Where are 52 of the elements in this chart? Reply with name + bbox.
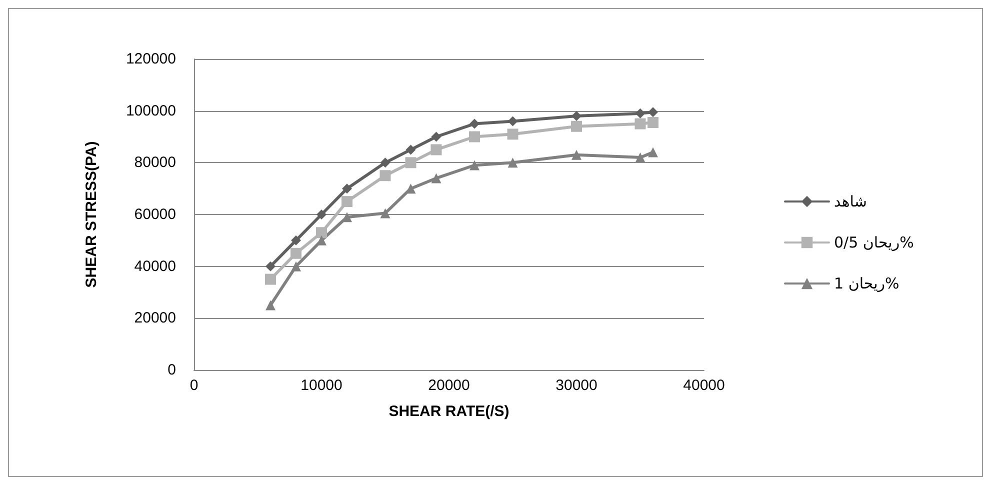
x-tick-label: 10000: [300, 377, 342, 394]
x-tick-label: 30000: [556, 377, 598, 394]
point: [507, 128, 518, 140]
point: [265, 274, 276, 285]
legend-label: ريحان 1%: [834, 274, 900, 292]
point: [342, 196, 352, 208]
point: [508, 116, 518, 126]
point: [405, 157, 416, 168]
point: [342, 184, 352, 194]
x-tick-label: 40000: [683, 377, 725, 394]
point: [635, 108, 646, 118]
point: [469, 131, 480, 142]
point: [470, 160, 480, 170]
point: [431, 132, 442, 142]
point: [635, 152, 646, 162]
x-tick-label: 0: [190, 377, 198, 394]
point: [380, 158, 390, 168]
point: [266, 261, 276, 272]
point: [380, 170, 391, 182]
point: [648, 147, 658, 158]
y-tick-label: 60000: [134, 206, 176, 223]
point: [316, 227, 327, 238]
point: [508, 158, 518, 168]
y-tick-label: 0: [168, 362, 176, 378]
legend-label: ريحان 0/5%: [834, 234, 914, 252]
point: [572, 111, 582, 122]
point: [316, 235, 326, 246]
point: [431, 173, 442, 184]
point: [266, 300, 276, 310]
y-tick-label: 40000: [134, 258, 176, 275]
x-tick-label: 20000: [428, 377, 470, 394]
point: [290, 248, 302, 259]
y-tick-label: 20000: [134, 310, 176, 327]
point: [648, 107, 658, 118]
point: [291, 235, 301, 246]
x-axis-title: SHEAR RATE(/S): [388, 403, 510, 420]
point: [470, 118, 480, 129]
point: [406, 144, 416, 155]
y-axis-title: SHEAR STRESS(PA): [83, 141, 100, 288]
y-tick-label: 100000: [126, 102, 176, 120]
point: [430, 144, 442, 156]
point: [316, 210, 326, 220]
y-tick-label: 120000: [126, 50, 176, 68]
point: [648, 116, 658, 128]
y-tick-label: 80000: [134, 154, 176, 172]
point: [291, 261, 301, 272]
point: [342, 212, 352, 222]
point: [571, 120, 582, 132]
point: [634, 118, 646, 130]
point: [380, 208, 390, 218]
legend-label: شاهد: [834, 192, 867, 210]
point: [572, 150, 582, 160]
